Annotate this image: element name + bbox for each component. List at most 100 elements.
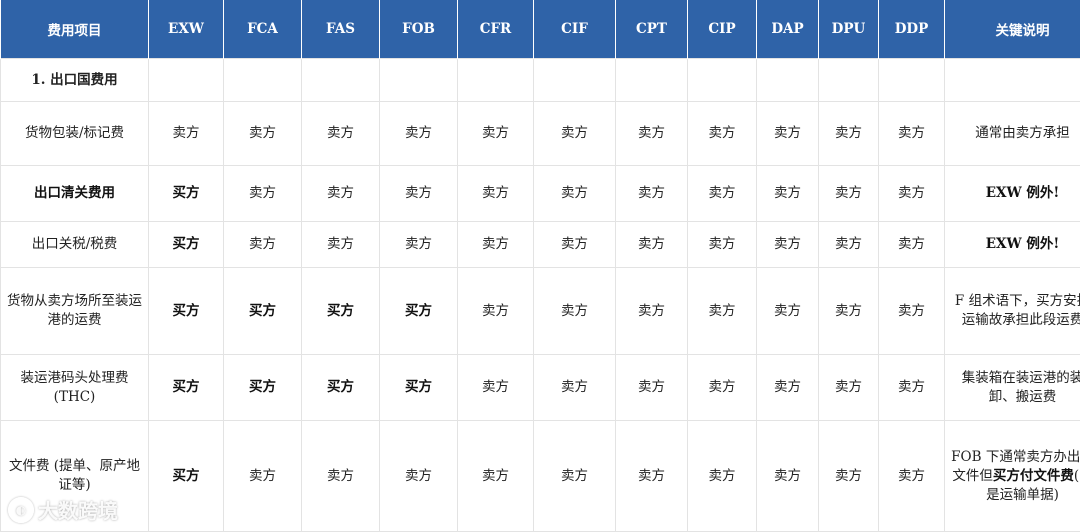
- cell-fas: 卖方: [302, 102, 380, 166]
- cell-cpt: 卖方: [616, 166, 688, 222]
- cell-fob: 卖方: [380, 102, 458, 166]
- cell-cif: 卖方: [534, 102, 616, 166]
- cell-fas: 买方: [302, 268, 380, 355]
- row-note: FOB 下通常卖方办出口文件但买方付文件费(因是运输单据): [945, 421, 1080, 532]
- header-item: 费用项目: [1, 0, 149, 59]
- cell-cip: 卖方: [688, 222, 757, 268]
- table-row: 货物从卖方场所至装运港的运费 买方 买方 买方 买方 卖方 卖方 卖方 卖方 卖…: [1, 268, 1080, 355]
- row-note: EXW 例外!: [945, 166, 1080, 222]
- table-row: 出口清关费用 买方 卖方 卖方 卖方 卖方 卖方 卖方 卖方 卖方 卖方 卖方 …: [1, 166, 1080, 222]
- cell-fob: 买方: [380, 355, 458, 421]
- table-row: 文件费 (提单、原产地证等) 买方 卖方 卖方 卖方 卖方 卖方 卖方 卖方 卖…: [1, 421, 1080, 532]
- cell-ddp: 卖方: [879, 222, 945, 268]
- cell-cip: 卖方: [688, 102, 757, 166]
- section-row: 1. 出口国费用: [1, 59, 1080, 102]
- cell-fas: 卖方: [302, 166, 380, 222]
- table-row: 货物包装/标记费 卖方 卖方 卖方 卖方 卖方 卖方 卖方 卖方 卖方 卖方 卖…: [1, 102, 1080, 166]
- row-item: 货物从卖方场所至装运港的运费: [1, 268, 149, 355]
- cell-cfr: 卖方: [458, 102, 534, 166]
- cell-cfr: 卖方: [458, 166, 534, 222]
- empty-cell: [945, 59, 1080, 102]
- note-part-emphasis: 买方付文件费: [993, 468, 1074, 484]
- cell-cip: 卖方: [688, 166, 757, 222]
- cell-cif: 卖方: [534, 268, 616, 355]
- row-note: 集装箱在装运港的装卸、搬运费: [945, 355, 1080, 421]
- cell-fca: 卖方: [224, 166, 302, 222]
- cell-cfr: 卖方: [458, 355, 534, 421]
- cell-dpu: 卖方: [819, 355, 879, 421]
- cell-cpt: 卖方: [616, 268, 688, 355]
- cell-ddp: 卖方: [879, 421, 945, 532]
- header-row: 费用项目 EXW FCA FAS FOB CFR CIF CPT CIP DAP…: [1, 0, 1080, 59]
- header-term-cfr: CFR: [458, 0, 534, 59]
- row-item: 装运港码头处理费 (THC): [1, 355, 149, 421]
- cell-cpt: 卖方: [616, 222, 688, 268]
- cell-cif: 卖方: [534, 355, 616, 421]
- empty-cell: [688, 59, 757, 102]
- cell-fca: 买方: [224, 355, 302, 421]
- cell-dpu: 卖方: [819, 166, 879, 222]
- cell-fob: 卖方: [380, 166, 458, 222]
- empty-cell: [879, 59, 945, 102]
- empty-cell: [302, 59, 380, 102]
- cell-cfr: 卖方: [458, 222, 534, 268]
- cell-fas: 买方: [302, 355, 380, 421]
- cell-exw: 买方: [149, 421, 224, 532]
- cell-fob: 买方: [380, 268, 458, 355]
- empty-cell: [458, 59, 534, 102]
- empty-cell: [534, 59, 616, 102]
- watermark-text: 大数跨境: [38, 495, 118, 524]
- cell-dap: 卖方: [757, 222, 819, 268]
- empty-cell: [757, 59, 819, 102]
- cell-fas: 卖方: [302, 421, 380, 532]
- cell-cip: 卖方: [688, 421, 757, 532]
- cell-cip: 卖方: [688, 268, 757, 355]
- header-term-fca: FCA: [224, 0, 302, 59]
- header-term-fas: FAS: [302, 0, 380, 59]
- empty-cell: [149, 59, 224, 102]
- cell-exw: 买方: [149, 268, 224, 355]
- table-row: 装运港码头处理费 (THC) 买方 买方 买方 买方 卖方 卖方 卖方 卖方 卖…: [1, 355, 1080, 421]
- header-term-ddp: DDP: [879, 0, 945, 59]
- cell-exw: 买方: [149, 222, 224, 268]
- cell-fas: 卖方: [302, 222, 380, 268]
- row-note: EXW 例外!: [945, 222, 1080, 268]
- cell-exw: 买方: [149, 166, 224, 222]
- watermark: ◐ 大数跨境: [8, 495, 118, 524]
- cell-fca: 卖方: [224, 421, 302, 532]
- cell-dap: 卖方: [757, 268, 819, 355]
- empty-cell: [616, 59, 688, 102]
- header-term-cif: CIF: [534, 0, 616, 59]
- cell-fob: 卖方: [380, 222, 458, 268]
- cell-dap: 卖方: [757, 166, 819, 222]
- cell-exw: 买方: [149, 355, 224, 421]
- cell-dpu: 卖方: [819, 268, 879, 355]
- row-note: F 组术语下，买方安排运输故承担此段运费: [945, 268, 1080, 355]
- cell-dap: 卖方: [757, 355, 819, 421]
- table-row: 出口关税/税费 买方 卖方 卖方 卖方 卖方 卖方 卖方 卖方 卖方 卖方 卖方…: [1, 222, 1080, 268]
- cell-ddp: 卖方: [879, 355, 945, 421]
- row-item: 货物包装/标记费: [1, 102, 149, 166]
- header-term-dpu: DPU: [819, 0, 879, 59]
- row-item: 出口关税/税费: [1, 222, 149, 268]
- cell-fob: 卖方: [380, 421, 458, 532]
- empty-cell: [819, 59, 879, 102]
- cell-dpu: 卖方: [819, 421, 879, 532]
- cell-ddp: 卖方: [879, 268, 945, 355]
- brand-logo-icon: ◐: [8, 497, 34, 523]
- header-term-exw: EXW: [149, 0, 224, 59]
- cell-cip: 卖方: [688, 355, 757, 421]
- cell-cfr: 卖方: [458, 268, 534, 355]
- row-item: 出口清关费用: [1, 166, 149, 222]
- cell-cif: 卖方: [534, 166, 616, 222]
- header-term-fob: FOB: [380, 0, 458, 59]
- header-term-dap: DAP: [757, 0, 819, 59]
- header-term-cpt: CPT: [616, 0, 688, 59]
- cell-cif: 卖方: [534, 421, 616, 532]
- cell-dpu: 卖方: [819, 222, 879, 268]
- header-note: 关键说明: [945, 0, 1080, 59]
- header-term-cip: CIP: [688, 0, 757, 59]
- cell-cpt: 卖方: [616, 355, 688, 421]
- cell-fca: 买方: [224, 268, 302, 355]
